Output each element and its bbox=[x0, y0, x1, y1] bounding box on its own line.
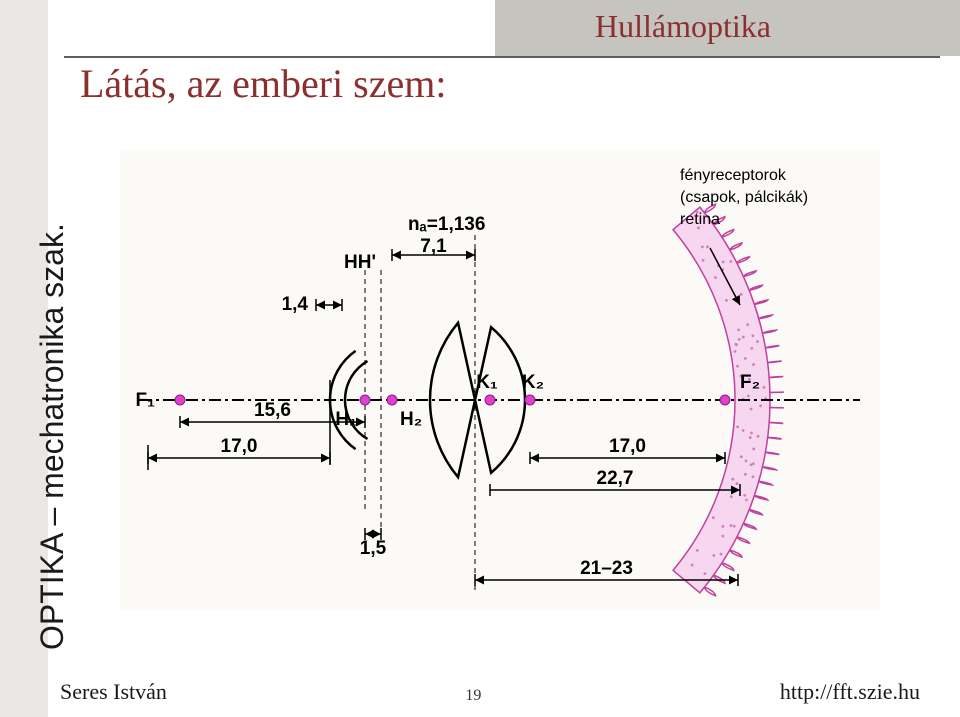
svg-text:(csapok, pálcikák): (csapok, pálcikák) bbox=[680, 189, 808, 206]
svg-text:21–23: 21–23 bbox=[580, 558, 633, 579]
header-title: Hullámoptika bbox=[595, 8, 771, 45]
footer: Seres István 19 http://fft.szie.hu bbox=[0, 679, 960, 705]
svg-text:17,0: 17,0 bbox=[609, 436, 646, 457]
svg-text:H₁: H₁ bbox=[335, 409, 357, 430]
svg-text:F₁: F₁ bbox=[136, 390, 156, 411]
footer-author: Seres István bbox=[60, 679, 167, 705]
svg-text:F₂: F₂ bbox=[740, 372, 760, 393]
sidebar: OPTIKA – mechatronika szak. bbox=[0, 0, 48, 717]
svg-text:H₂: H₂ bbox=[400, 409, 422, 430]
svg-text:1,4: 1,4 bbox=[282, 294, 309, 315]
footer-page: 19 bbox=[465, 687, 481, 705]
svg-text:1,5: 1,5 bbox=[360, 538, 387, 559]
svg-text:K₂: K₂ bbox=[522, 372, 544, 393]
svg-text:fényreceptorok: fényreceptorok bbox=[680, 167, 787, 184]
eye-optics-diagram: HH' nₐ=1,136 F₁ H₁ H₂ K₁ K₂ F₂ 15,6 17,0 7,1 1,4 1,5… bbox=[120, 150, 880, 610]
svg-text:15,6: 15,6 bbox=[254, 400, 291, 421]
divider bbox=[64, 56, 940, 58]
svg-text:17,0: 17,0 bbox=[221, 436, 258, 457]
sidebar-label: OPTIKA – mechatronika szak. bbox=[34, 223, 71, 650]
footer-url: http://fft.szie.hu bbox=[780, 679, 920, 705]
svg-text:K₁: K₁ bbox=[476, 372, 498, 393]
svg-text:retina: retina bbox=[680, 211, 720, 228]
section-title: Látás, az emberi szem: bbox=[80, 60, 446, 107]
svg-text:7,1: 7,1 bbox=[420, 236, 447, 257]
svg-text:HH': HH' bbox=[344, 252, 376, 273]
svg-text:22,7: 22,7 bbox=[597, 468, 634, 489]
svg-text:nₐ=1,136: nₐ=1,136 bbox=[408, 214, 485, 235]
